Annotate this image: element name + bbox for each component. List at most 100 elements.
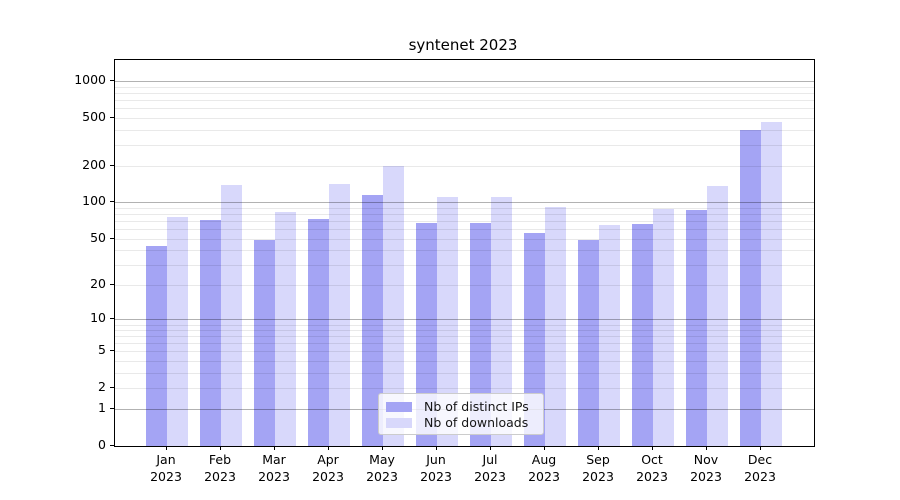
x-tick-label-oct: Oct 2023 bbox=[636, 452, 668, 484]
x-tick bbox=[274, 446, 275, 450]
y-tick bbox=[110, 165, 114, 167]
y-tick-label: 10 bbox=[90, 310, 106, 326]
bar-distinct-ips-oct bbox=[632, 224, 653, 446]
gridline-100 bbox=[115, 202, 814, 204]
y-tick-label: 500 bbox=[82, 108, 106, 124]
x-tick-label-feb: Feb 2023 bbox=[204, 452, 236, 484]
gridline-200 bbox=[115, 166, 814, 168]
plot-area: Nb of distinct IPs Nb of downloads bbox=[114, 59, 815, 447]
bar-downloads-apr bbox=[329, 183, 350, 446]
y-tick bbox=[110, 116, 114, 118]
bar-distinct-ips-dec bbox=[740, 129, 761, 446]
x-tick bbox=[544, 446, 545, 450]
x-tick bbox=[382, 446, 383, 450]
y-tick-label: 0 bbox=[98, 437, 106, 452]
gridline-900 bbox=[115, 87, 814, 88]
gridline-4 bbox=[115, 361, 814, 363]
y-tick bbox=[110, 387, 114, 389]
bar-distinct-ips-feb bbox=[200, 220, 221, 446]
bar-distinct-ips-may bbox=[362, 195, 383, 446]
x-tick-label-jun: Jun 2023 bbox=[420, 452, 452, 484]
x-tick bbox=[598, 446, 599, 450]
bar-distinct-ips-apr bbox=[308, 218, 329, 446]
x-tick-label-sep: Sep 2023 bbox=[582, 452, 614, 484]
gridline-3 bbox=[115, 372, 814, 374]
x-tick bbox=[328, 446, 329, 450]
gridline-90 bbox=[115, 207, 814, 209]
x-tick bbox=[760, 446, 761, 450]
x-tick bbox=[490, 446, 491, 450]
legend-label-downloads: Nb of downloads bbox=[424, 415, 529, 430]
gridline-600 bbox=[115, 108, 814, 110]
y-tick bbox=[110, 237, 114, 239]
bar-downloads-may bbox=[383, 165, 404, 446]
y-tick bbox=[110, 80, 114, 82]
legend-swatch-distinct-ips bbox=[386, 401, 412, 412]
gridline-50 bbox=[115, 238, 814, 240]
legend-label-distinct-ips: Nb of distinct IPs bbox=[424, 399, 529, 414]
gridline-5 bbox=[115, 351, 814, 353]
y-tick-label: 20 bbox=[90, 276, 106, 292]
y-tick-label: 100 bbox=[82, 193, 106, 209]
bar-downloads-dec bbox=[761, 121, 782, 446]
gridline-20 bbox=[115, 285, 814, 287]
bar-downloads-jan bbox=[167, 216, 188, 446]
y-tick-label: 1000 bbox=[74, 72, 106, 88]
gridline-60 bbox=[115, 229, 814, 231]
gridline-400 bbox=[115, 129, 814, 131]
gridline-80 bbox=[115, 214, 814, 216]
bar-distinct-ips-jan bbox=[146, 246, 167, 446]
bar-downloads-oct bbox=[653, 208, 674, 446]
y-tick-label: 1 bbox=[98, 400, 106, 416]
x-tick-label-apr: Apr 2023 bbox=[312, 452, 344, 484]
x-tick bbox=[220, 446, 221, 450]
legend-item-downloads: Nb of downloads bbox=[386, 415, 536, 430]
y-tick bbox=[110, 318, 114, 320]
y-tick bbox=[110, 201, 114, 203]
legend-swatch-downloads bbox=[386, 417, 412, 428]
bar-distinct-ips-nov bbox=[686, 209, 707, 446]
gridline-8 bbox=[115, 330, 814, 332]
x-tick-label-jul: Jul 2023 bbox=[474, 452, 506, 484]
gridline-300 bbox=[115, 144, 814, 146]
chart-title: syntenet 2023 bbox=[408, 36, 518, 54]
gridline-500 bbox=[115, 117, 814, 119]
x-tick-label-may: May 2023 bbox=[366, 452, 398, 484]
y-tick-label: 50 bbox=[90, 229, 106, 245]
y-tick-label: 200 bbox=[82, 157, 106, 173]
bar-distinct-ips-sep bbox=[578, 239, 599, 446]
y-tick-label: 2 bbox=[98, 379, 106, 395]
x-tick bbox=[706, 446, 707, 450]
bar-downloads-sep bbox=[599, 224, 620, 446]
gridline-7 bbox=[115, 336, 814, 338]
gridline-40 bbox=[115, 250, 814, 252]
bar-downloads-feb bbox=[221, 185, 242, 446]
x-tick-label-nov: Nov 2023 bbox=[690, 452, 722, 484]
bar-downloads-aug bbox=[545, 206, 566, 446]
gridline-30 bbox=[115, 264, 814, 266]
bar-downloads-jun bbox=[437, 196, 458, 446]
y-tick bbox=[110, 284, 114, 286]
gridline-9 bbox=[115, 324, 814, 326]
gridline-10 bbox=[115, 319, 814, 321]
bar-distinct-ips-jul bbox=[470, 223, 491, 446]
x-tick-label-aug: Aug 2023 bbox=[528, 452, 560, 484]
bar-distinct-ips-jun bbox=[416, 222, 437, 446]
y-tick bbox=[110, 350, 114, 352]
legend-item-distinct-ips: Nb of distinct IPs bbox=[386, 399, 536, 414]
x-tick bbox=[166, 446, 167, 450]
x-tick bbox=[436, 446, 437, 450]
gridline-2 bbox=[115, 388, 814, 390]
gridline-1000 bbox=[115, 81, 814, 83]
bar-distinct-ips-aug bbox=[524, 232, 545, 446]
y-tick bbox=[110, 445, 114, 446]
x-tick-label-mar: Mar 2023 bbox=[258, 452, 290, 484]
bar-downloads-jul bbox=[491, 197, 512, 446]
gridline-6 bbox=[115, 343, 814, 345]
y-tick bbox=[110, 408, 114, 410]
bar-distinct-ips-mar bbox=[254, 239, 275, 446]
gridline-70 bbox=[115, 221, 814, 223]
gridline-700 bbox=[115, 100, 814, 102]
x-tick bbox=[652, 446, 653, 450]
